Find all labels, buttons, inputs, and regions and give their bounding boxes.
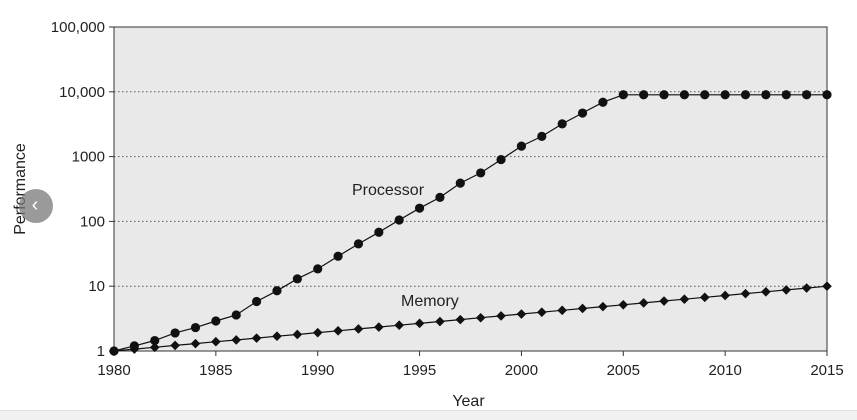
data-point-processor bbox=[659, 90, 669, 100]
data-point-processor bbox=[150, 335, 160, 346]
y-tick-label: 1 bbox=[97, 343, 105, 360]
data-point-processor bbox=[211, 316, 221, 326]
data-point-memory bbox=[475, 312, 486, 323]
data-point-processor bbox=[700, 90, 710, 100]
data-point-memory bbox=[740, 288, 751, 299]
data-point-memory bbox=[129, 344, 140, 354]
data-point-memory bbox=[761, 286, 771, 297]
data-point-memory bbox=[251, 333, 262, 343]
x-tick-label: 2015 bbox=[810, 362, 843, 379]
data-point-processor bbox=[557, 119, 567, 129]
x-tick-label: 1980 bbox=[97, 362, 130, 379]
data-point-processor bbox=[313, 264, 323, 274]
x-tick-label: 1985 bbox=[199, 362, 232, 379]
data-point-processor bbox=[292, 274, 302, 284]
data-point-memory bbox=[455, 314, 466, 325]
data-point-processor bbox=[740, 90, 751, 100]
data-point-processor bbox=[476, 168, 486, 178]
chevron-left-icon: ‹ bbox=[31, 194, 39, 216]
data-point-memory bbox=[435, 316, 445, 327]
data-point-processor bbox=[272, 286, 282, 296]
y-tick-label: 10 bbox=[88, 278, 105, 295]
series-label-processor: Processor bbox=[352, 182, 425, 199]
axes: 1 10 100 1000 10,000 100,000 1980 1985 1990 1995 2… bbox=[51, 19, 844, 379]
data-point-processor bbox=[618, 90, 628, 100]
data-point-memory bbox=[374, 322, 384, 332]
data-point-memory bbox=[211, 336, 221, 347]
data-point-memory bbox=[781, 285, 792, 295]
x-tick-label: 2000 bbox=[505, 362, 538, 379]
data-point-processor bbox=[679, 90, 690, 100]
data-point-memory bbox=[516, 309, 527, 319]
series-layer bbox=[109, 90, 832, 356]
data-point-memory bbox=[822, 281, 832, 291]
y-tick-label: 100,000 bbox=[51, 19, 105, 36]
data-point-processor bbox=[639, 90, 649, 100]
plot-area bbox=[113, 26, 828, 352]
data-point-processor bbox=[170, 328, 180, 338]
data-point-memory bbox=[801, 283, 812, 293]
data-point-processor bbox=[598, 97, 608, 107]
data-point-processor bbox=[822, 90, 832, 100]
data-point-memory bbox=[618, 299, 629, 310]
data-point-processor bbox=[252, 296, 262, 307]
data-point-memory bbox=[496, 311, 506, 321]
data-point-memory bbox=[109, 346, 119, 356]
data-point-memory bbox=[598, 301, 608, 312]
y-tick-label: 10,000 bbox=[59, 84, 105, 101]
data-point-memory bbox=[699, 292, 710, 303]
series-label-memory: Memory bbox=[401, 293, 459, 310]
data-point-processor bbox=[496, 154, 506, 165]
data-point-memory bbox=[679, 294, 690, 305]
x-axis-label: Year bbox=[452, 393, 485, 410]
data-point-processor bbox=[353, 239, 364, 249]
data-point-processor bbox=[781, 90, 791, 100]
x-tick-label: 2005 bbox=[607, 362, 640, 379]
grid-lines bbox=[114, 91, 827, 287]
data-point-memory bbox=[537, 307, 547, 317]
data-point-processor bbox=[435, 192, 445, 202]
data-point-processor bbox=[537, 131, 547, 141]
data-point-processor bbox=[761, 90, 771, 100]
data-point-memory bbox=[170, 340, 180, 351]
previous-image-button[interactable]: ‹ bbox=[19, 189, 53, 223]
data-point-memory bbox=[149, 342, 160, 353]
data-point-processor bbox=[516, 141, 527, 151]
data-point-memory bbox=[394, 320, 404, 331]
y-axis-label: Performance bbox=[12, 143, 29, 235]
data-point-memory bbox=[638, 298, 649, 308]
data-point-memory bbox=[190, 338, 201, 349]
data-point-memory bbox=[231, 335, 242, 345]
data-point-processor bbox=[455, 178, 465, 188]
data-point-processor bbox=[231, 310, 241, 320]
x-tick-label: 1995 bbox=[403, 362, 436, 379]
y-tick-label: 100 bbox=[80, 213, 105, 230]
x-tick-label: 1990 bbox=[301, 362, 334, 379]
data-point-memory bbox=[720, 290, 730, 301]
data-point-processor bbox=[374, 227, 384, 237]
data-point-memory bbox=[414, 318, 425, 329]
data-point-processor bbox=[577, 108, 588, 118]
bottom-bar bbox=[0, 410, 857, 420]
data-point-memory bbox=[659, 296, 669, 306]
y-tick-label: 1000 bbox=[72, 149, 105, 166]
data-point-memory bbox=[333, 325, 343, 336]
data-point-processor bbox=[190, 322, 201, 333]
data-point-memory bbox=[577, 303, 588, 314]
data-point-memory bbox=[312, 327, 323, 338]
performance-chart: 1 10 100 1000 10,000 100,000 1980 1985 1990 1995 2… bbox=[12, 19, 844, 410]
data-point-processor bbox=[394, 215, 404, 225]
data-point-processor bbox=[414, 203, 425, 213]
data-point-processor bbox=[333, 251, 343, 261]
x-tick-label: 2010 bbox=[708, 362, 741, 379]
data-point-memory bbox=[353, 324, 364, 334]
data-point-processor bbox=[720, 90, 730, 100]
data-point-processor bbox=[802, 90, 812, 100]
data-point-memory bbox=[292, 329, 303, 340]
data-point-memory bbox=[557, 305, 567, 316]
data-point-memory bbox=[272, 331, 282, 342]
